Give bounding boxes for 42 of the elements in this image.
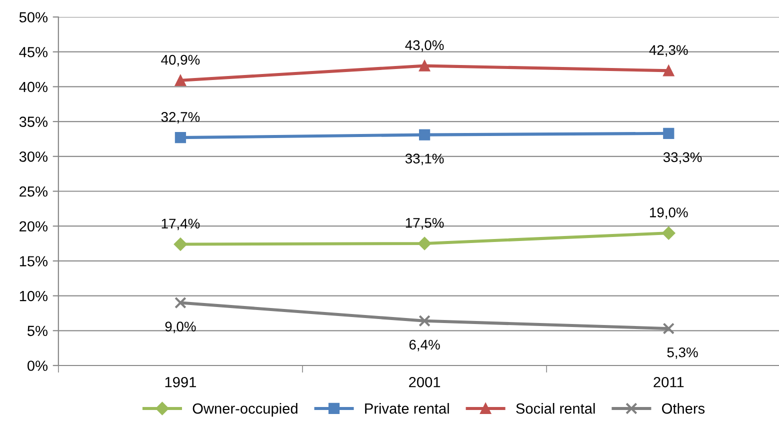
y-tick-label: 25% [20, 186, 48, 197]
point [174, 74, 186, 86]
point [662, 322, 675, 334]
x-tick-label: 2011 [654, 376, 684, 388]
data-label: 6,4% [409, 340, 440, 352]
legend-label: Social rental [516, 403, 595, 414]
point [663, 65, 674, 76]
data-label: 33,1% [405, 154, 444, 166]
legend-label: Private rental [365, 403, 449, 414]
data-label: 17,5% [406, 218, 444, 230]
point [174, 238, 188, 251]
y-tick-label: 30% [19, 152, 48, 162]
x-tick-label: 2001 [409, 376, 440, 388]
y-tick-label: 40% [19, 82, 48, 92]
point [418, 236, 432, 250]
y-tick-label: 45% [19, 47, 48, 58]
data-label: 42,3% [649, 45, 688, 57]
y-tick-label: 35% [19, 116, 48, 127]
x-tick-label: 1991 [165, 376, 196, 388]
y-tick-label: 50% [19, 12, 48, 22]
point [419, 60, 430, 72]
data-label: 19,0% [650, 208, 688, 219]
data-label: 17,4% [162, 218, 200, 230]
y-tick-label: 0% [28, 360, 48, 371]
point [662, 226, 676, 240]
data-label: 9,0% [165, 322, 196, 334]
point [419, 129, 430, 140]
point [663, 128, 674, 139]
y-tick-label: 20% [20, 221, 48, 232]
legend-label: Owner-occupied [192, 403, 298, 417]
data-label: 5,3% [667, 347, 698, 359]
data-label: 33,3% [663, 152, 702, 164]
point [174, 132, 186, 144]
y-tick-label: 15% [20, 256, 48, 266]
y-tick-label: 10% [20, 290, 48, 302]
data-label: 32,7% [161, 112, 200, 124]
point [418, 314, 430, 327]
legend-label: Others [662, 403, 705, 414]
data-label: 40,9% [161, 54, 200, 66]
data-label: 43,0% [405, 40, 444, 52]
point [174, 296, 186, 309]
y-tick-label: 5% [28, 326, 48, 336]
